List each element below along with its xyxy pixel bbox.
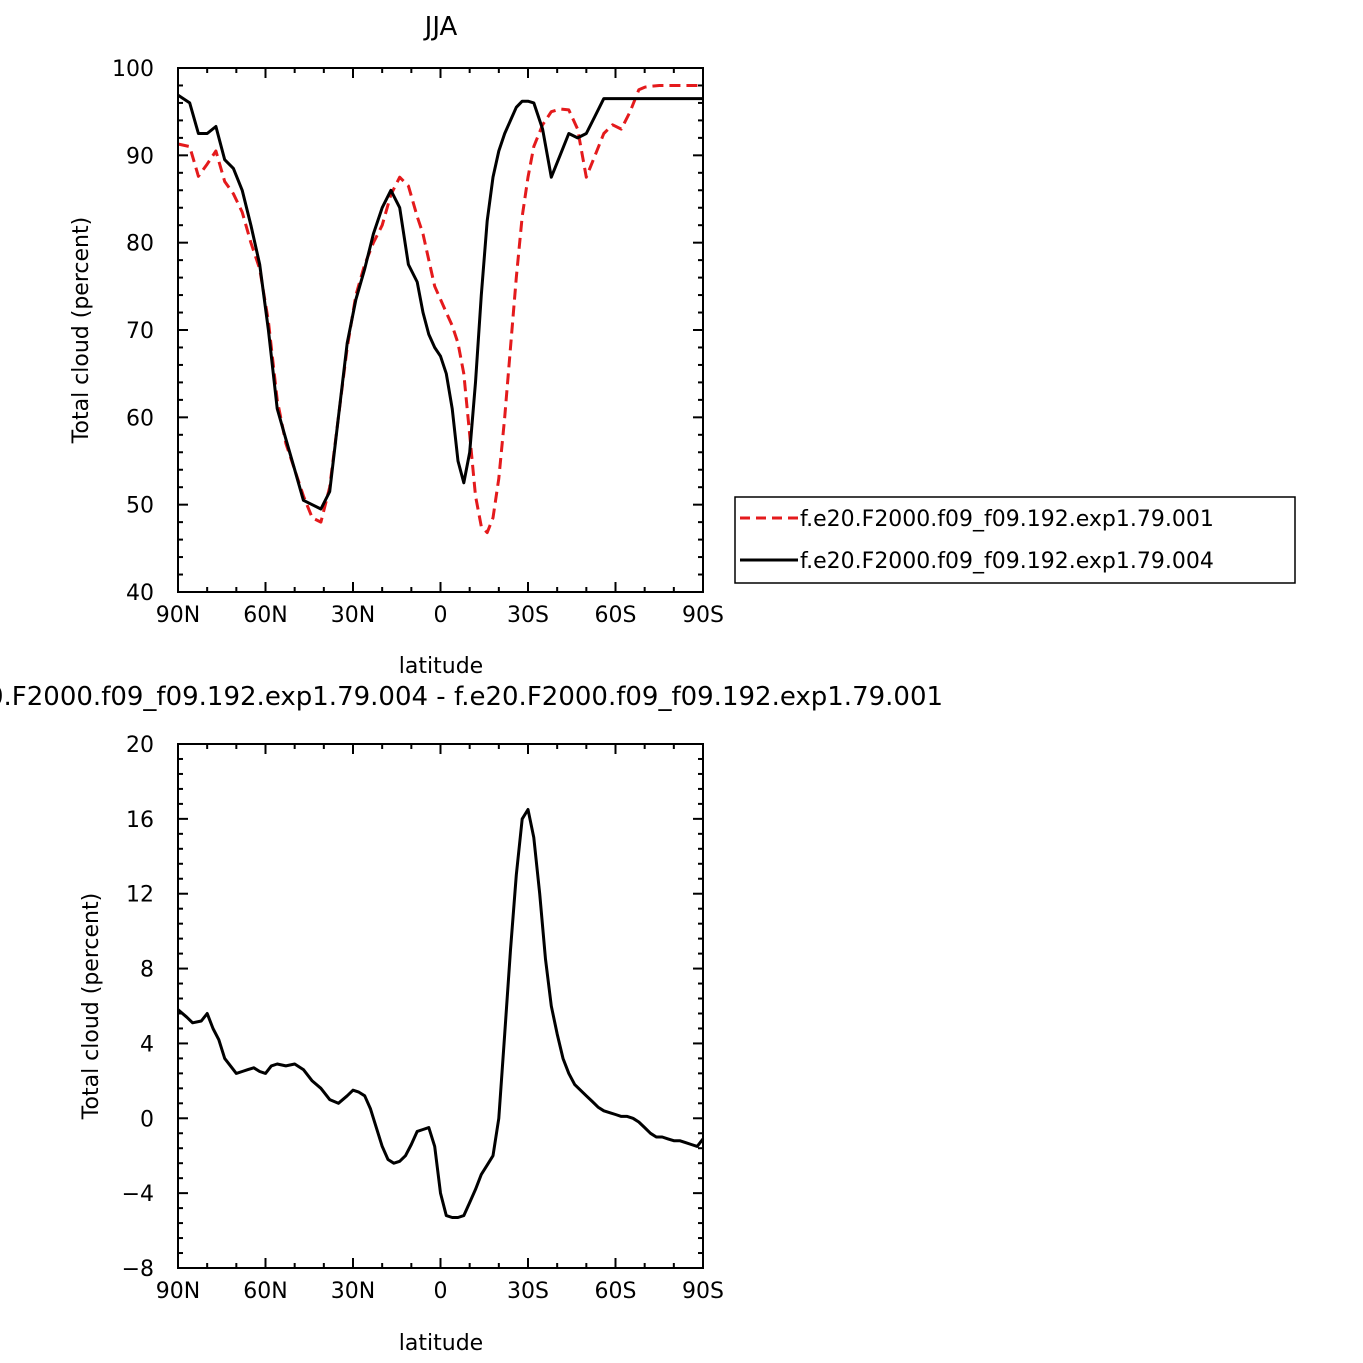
x-tick-label-top: 60S [595, 603, 637, 628]
plot-frame-top [177, 67, 704, 593]
y-tick-label-bottom: 12 [126, 883, 154, 908]
x-tick-label-top: 90N [156, 603, 200, 628]
legend: f.e20.F2000.f09_f09.192.exp1.79.001 f.e2… [734, 496, 1296, 584]
x-tick-label-top: 30S [507, 603, 549, 628]
x-tick-label-top: 0 [434, 603, 448, 628]
y-tick-label-bottom: 0 [140, 1107, 154, 1132]
x-tick-label-bottom: 60S [595, 1279, 637, 1304]
y-tick-label-top: 50 [126, 494, 154, 519]
y-tick-label-top: 90 [126, 144, 154, 169]
panel-title-jja: JJA [423, 12, 458, 42]
y-tick-label-bottom: 8 [140, 958, 154, 983]
legend-label-series-2: f.e20.F2000.f09_f09.192.exp1.79.004 [800, 549, 1214, 574]
panel-title-difference: f.e20.F2000.f09_f09.192.exp1.79.004 - f.… [0, 682, 943, 712]
series-line-top-1 [177, 84, 703, 535]
y-tick-label-bottom: −8 [122, 1257, 154, 1282]
x-tick-label-bottom: 0 [434, 1279, 448, 1304]
x-tick-label-top: 60N [243, 603, 287, 628]
series-group-top [177, 84, 703, 535]
x-tick-label-top: 90S [682, 603, 724, 628]
x-axis-title-top: latitude [399, 654, 483, 679]
series-group-bottom [177, 808, 705, 1219]
panel-total-cloud-jja: JJA 90N 60N 30N 0 30S 60S 90S 100 90 80 70 60 50 40 l… [69, 12, 1296, 679]
y-tick-label-top: 60 [126, 406, 154, 431]
x-tick-label-bottom: 90S [682, 1279, 724, 1304]
y-tick-label-top: 80 [126, 232, 154, 257]
series-line-top-2 [177, 93, 703, 511]
y-tick-label-top: 40 [126, 581, 154, 606]
panel-total-cloud-difference: f.e20.F2000.f09_f09.192.exp1.79.004 - f.… [0, 682, 943, 1356]
legend-label-series-1: f.e20.F2000.f09_f09.192.exp1.79.001 [800, 507, 1214, 532]
axis-ticks-top [177, 67, 704, 593]
series-line-bottom-1 [177, 808, 705, 1219]
y-tick-label-bottom: 16 [126, 808, 154, 833]
plot-frame-bottom [177, 743, 704, 1269]
y-axis-title-bottom: Total cloud (percent) [79, 893, 104, 1120]
legend-box [734, 496, 1296, 584]
x-axis-title-bottom: latitude [399, 1331, 483, 1356]
x-tick-label-bottom: 90N [156, 1279, 200, 1304]
tick-labels-bottom: 90N 60N 30N 0 30S 60S 90S 20 16 12 8 4 0 −4 −8 [122, 733, 724, 1304]
x-tick-label-bottom: 60N [243, 1279, 287, 1304]
y-tick-label-bottom: −4 [122, 1182, 154, 1207]
x-tick-label-bottom: 30N [331, 1279, 375, 1304]
tick-labels-top: 90N 60N 30N 0 30S 60S 90S 100 90 80 70 60 50 40 [112, 57, 724, 628]
y-tick-label-top: 70 [126, 319, 154, 344]
y-tick-label-bottom: 4 [140, 1032, 154, 1057]
y-tick-label-bottom: 20 [126, 733, 154, 758]
y-axis-title-top: Total cloud (percent) [69, 217, 94, 444]
y-tick-label-top: 100 [112, 57, 154, 82]
x-tick-label-bottom: 30S [507, 1279, 549, 1304]
x-tick-label-top: 30N [331, 603, 375, 628]
